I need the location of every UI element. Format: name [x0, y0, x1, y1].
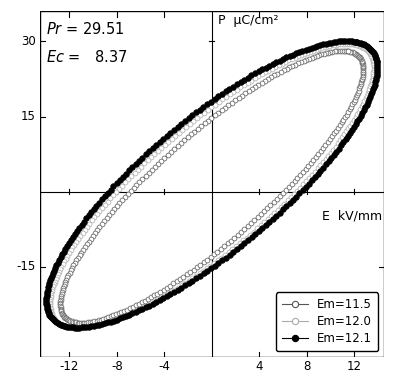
Legend: Em=11.5, Em=12.0, Em=12.1: Em=11.5, Em=12.0, Em=12.1 — [276, 292, 378, 351]
Text: -15: -15 — [17, 261, 36, 274]
Text: $\mathbf{\mathit{Ec}}$ =   8.37: $\mathbf{\mathit{Ec}}$ = 8.37 — [46, 49, 127, 65]
Text: E  kV/mm: E kV/mm — [322, 209, 382, 222]
Text: -8: -8 — [111, 360, 123, 373]
Text: 12: 12 — [347, 360, 362, 373]
Text: -12: -12 — [60, 360, 79, 373]
Text: P  μC/cm²: P μC/cm² — [218, 14, 278, 27]
Text: 8: 8 — [303, 360, 310, 373]
Text: 15: 15 — [21, 110, 36, 123]
Text: -4: -4 — [158, 360, 170, 373]
Text: 4: 4 — [256, 360, 263, 373]
Text: 30: 30 — [21, 35, 36, 48]
Text: $\mathbf{\mathit{Pr}}$ = 29.51: $\mathbf{\mathit{Pr}}$ = 29.51 — [46, 21, 124, 37]
